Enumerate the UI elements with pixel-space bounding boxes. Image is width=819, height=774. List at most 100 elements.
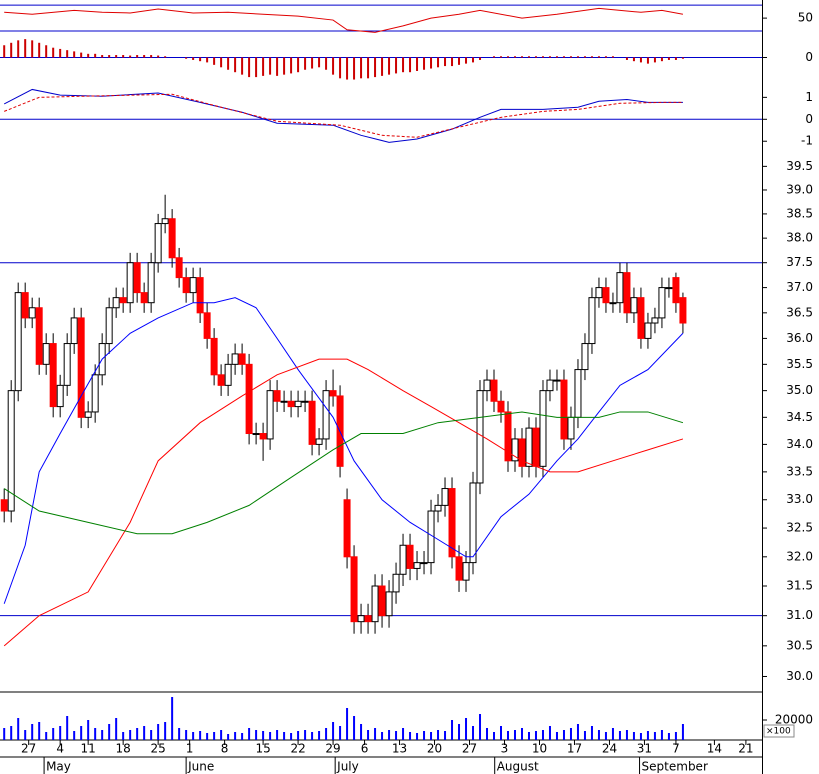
bar [213,732,216,740]
candle-body [672,277,680,304]
y-tick-label: 20000 [775,713,813,727]
bar [115,718,118,740]
candle-body [567,416,575,440]
bar [157,55,160,58]
candle-body [273,390,281,402]
candle-body [469,482,477,564]
month-label: September [642,760,708,774]
bar [45,732,48,740]
x-tick-label: 6 [361,742,369,756]
bar [416,733,419,740]
bar [73,51,76,58]
bar [604,56,607,58]
y-tick-label: 30.0 [786,669,813,683]
bar [311,732,314,740]
candle-body [238,353,246,365]
candle-body [154,223,162,264]
bar [388,57,391,75]
month-label: July [336,760,359,774]
x-tick-label: 15 [255,742,270,756]
bar [507,56,509,58]
bar [555,732,558,740]
bar [332,722,335,740]
bar [164,56,167,58]
bar [632,57,635,62]
bar [541,730,544,740]
bar [10,726,13,740]
candle-body [203,312,211,339]
bar [129,730,132,740]
candle-body [259,433,267,440]
candle-body [518,438,526,467]
bar [562,730,565,740]
bar [437,57,440,68]
bar [269,732,272,740]
candle-body [532,427,540,467]
bar [192,57,195,60]
candle-body [413,562,421,569]
candle-body [343,499,351,558]
bar [52,728,55,740]
bar [297,731,300,740]
bar [213,57,216,65]
candle-body [560,379,568,440]
candle-body [378,585,386,617]
x-tick-label: 11 [81,742,96,756]
bar [283,732,286,740]
bar [206,57,209,63]
bar [122,55,125,58]
x-tick-label: 27 [21,742,36,756]
y-tick-label: 38.0 [786,231,813,245]
y-tick-label: 0 [805,112,813,126]
bar [206,733,209,740]
candle-body [182,277,190,294]
candle-body [441,488,449,506]
bar [38,42,41,58]
bar [346,708,349,740]
bar [681,724,684,740]
bar [423,731,426,740]
bar [3,45,6,58]
candle-body [91,374,99,413]
candle-body [490,379,498,402]
bar [339,57,342,79]
bar [430,732,433,740]
bar [660,57,663,62]
bar [527,732,530,740]
bar [493,56,496,58]
bar [227,57,230,70]
bar [472,726,475,740]
bar [611,56,614,58]
x-tick-label: 18 [116,742,131,756]
indicator-line [3,297,684,604]
bar [674,57,677,60]
bar [500,726,503,740]
bar [639,733,642,740]
month-label: June [187,760,214,774]
candle-body [476,390,484,484]
y-tick-label: 31.0 [786,608,813,622]
bar [262,731,265,740]
candle-body [14,292,22,392]
candle-body [70,317,78,345]
candle-body [483,379,491,392]
bar [227,734,230,740]
candle-body [287,400,295,408]
bar [31,40,34,58]
candle-body [35,307,43,365]
candle-body [7,390,15,512]
candle-body [658,287,666,319]
candle-body [420,562,428,565]
bar [451,720,454,740]
bar [402,57,405,73]
candle-body [315,438,323,445]
candle-body [665,287,673,290]
bar [409,57,412,73]
bar [667,57,670,60]
bar [458,57,461,65]
candle-body [189,277,197,294]
x-tick-label: 17 [567,742,582,756]
candle-body [147,262,155,304]
x-tick-label: 10 [532,742,547,756]
candle-body [329,390,337,397]
